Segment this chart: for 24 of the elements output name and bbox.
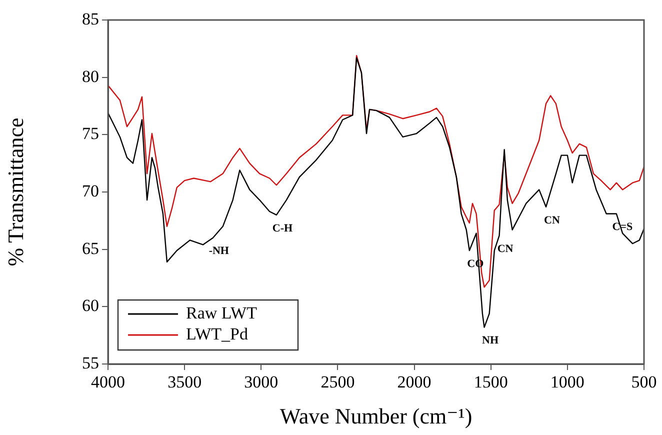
y-tick-label: 80 [82,66,99,86]
y-tick-label: 55 [82,353,99,372]
x-tick-label: 3000 [244,372,278,392]
y-tick-label: 65 [82,238,99,258]
annotation: -NH [208,245,230,258]
y-tick-label: 70 [82,181,99,200]
x-tick-label: 1000 [550,372,584,392]
annotation: NH [482,334,499,347]
x-tick-label: 4000 [91,372,125,392]
x-tick-label: 500 [631,372,657,392]
x-axis-title: Wave Number (cm⁻¹) [280,404,472,429]
x-tick-label: 3500 [168,372,202,392]
annotation: CN [497,242,514,255]
x-tick-label: 1500 [474,372,508,392]
legend-label: LWT_Pd [186,324,249,344]
annotation: CN [544,214,560,226]
annotation: C-H [272,222,293,234]
y-tick-label: 75 [82,124,99,144]
x-tick-label: 2500 [320,372,355,392]
y-tick-label: 85 [82,9,99,28]
legend-label: Raw LWT [186,303,258,322]
x-tick-label: 2000 [397,372,432,392]
y-tick-label: 60 [82,296,99,316]
y-axis-title: % Transmittance [2,118,28,266]
